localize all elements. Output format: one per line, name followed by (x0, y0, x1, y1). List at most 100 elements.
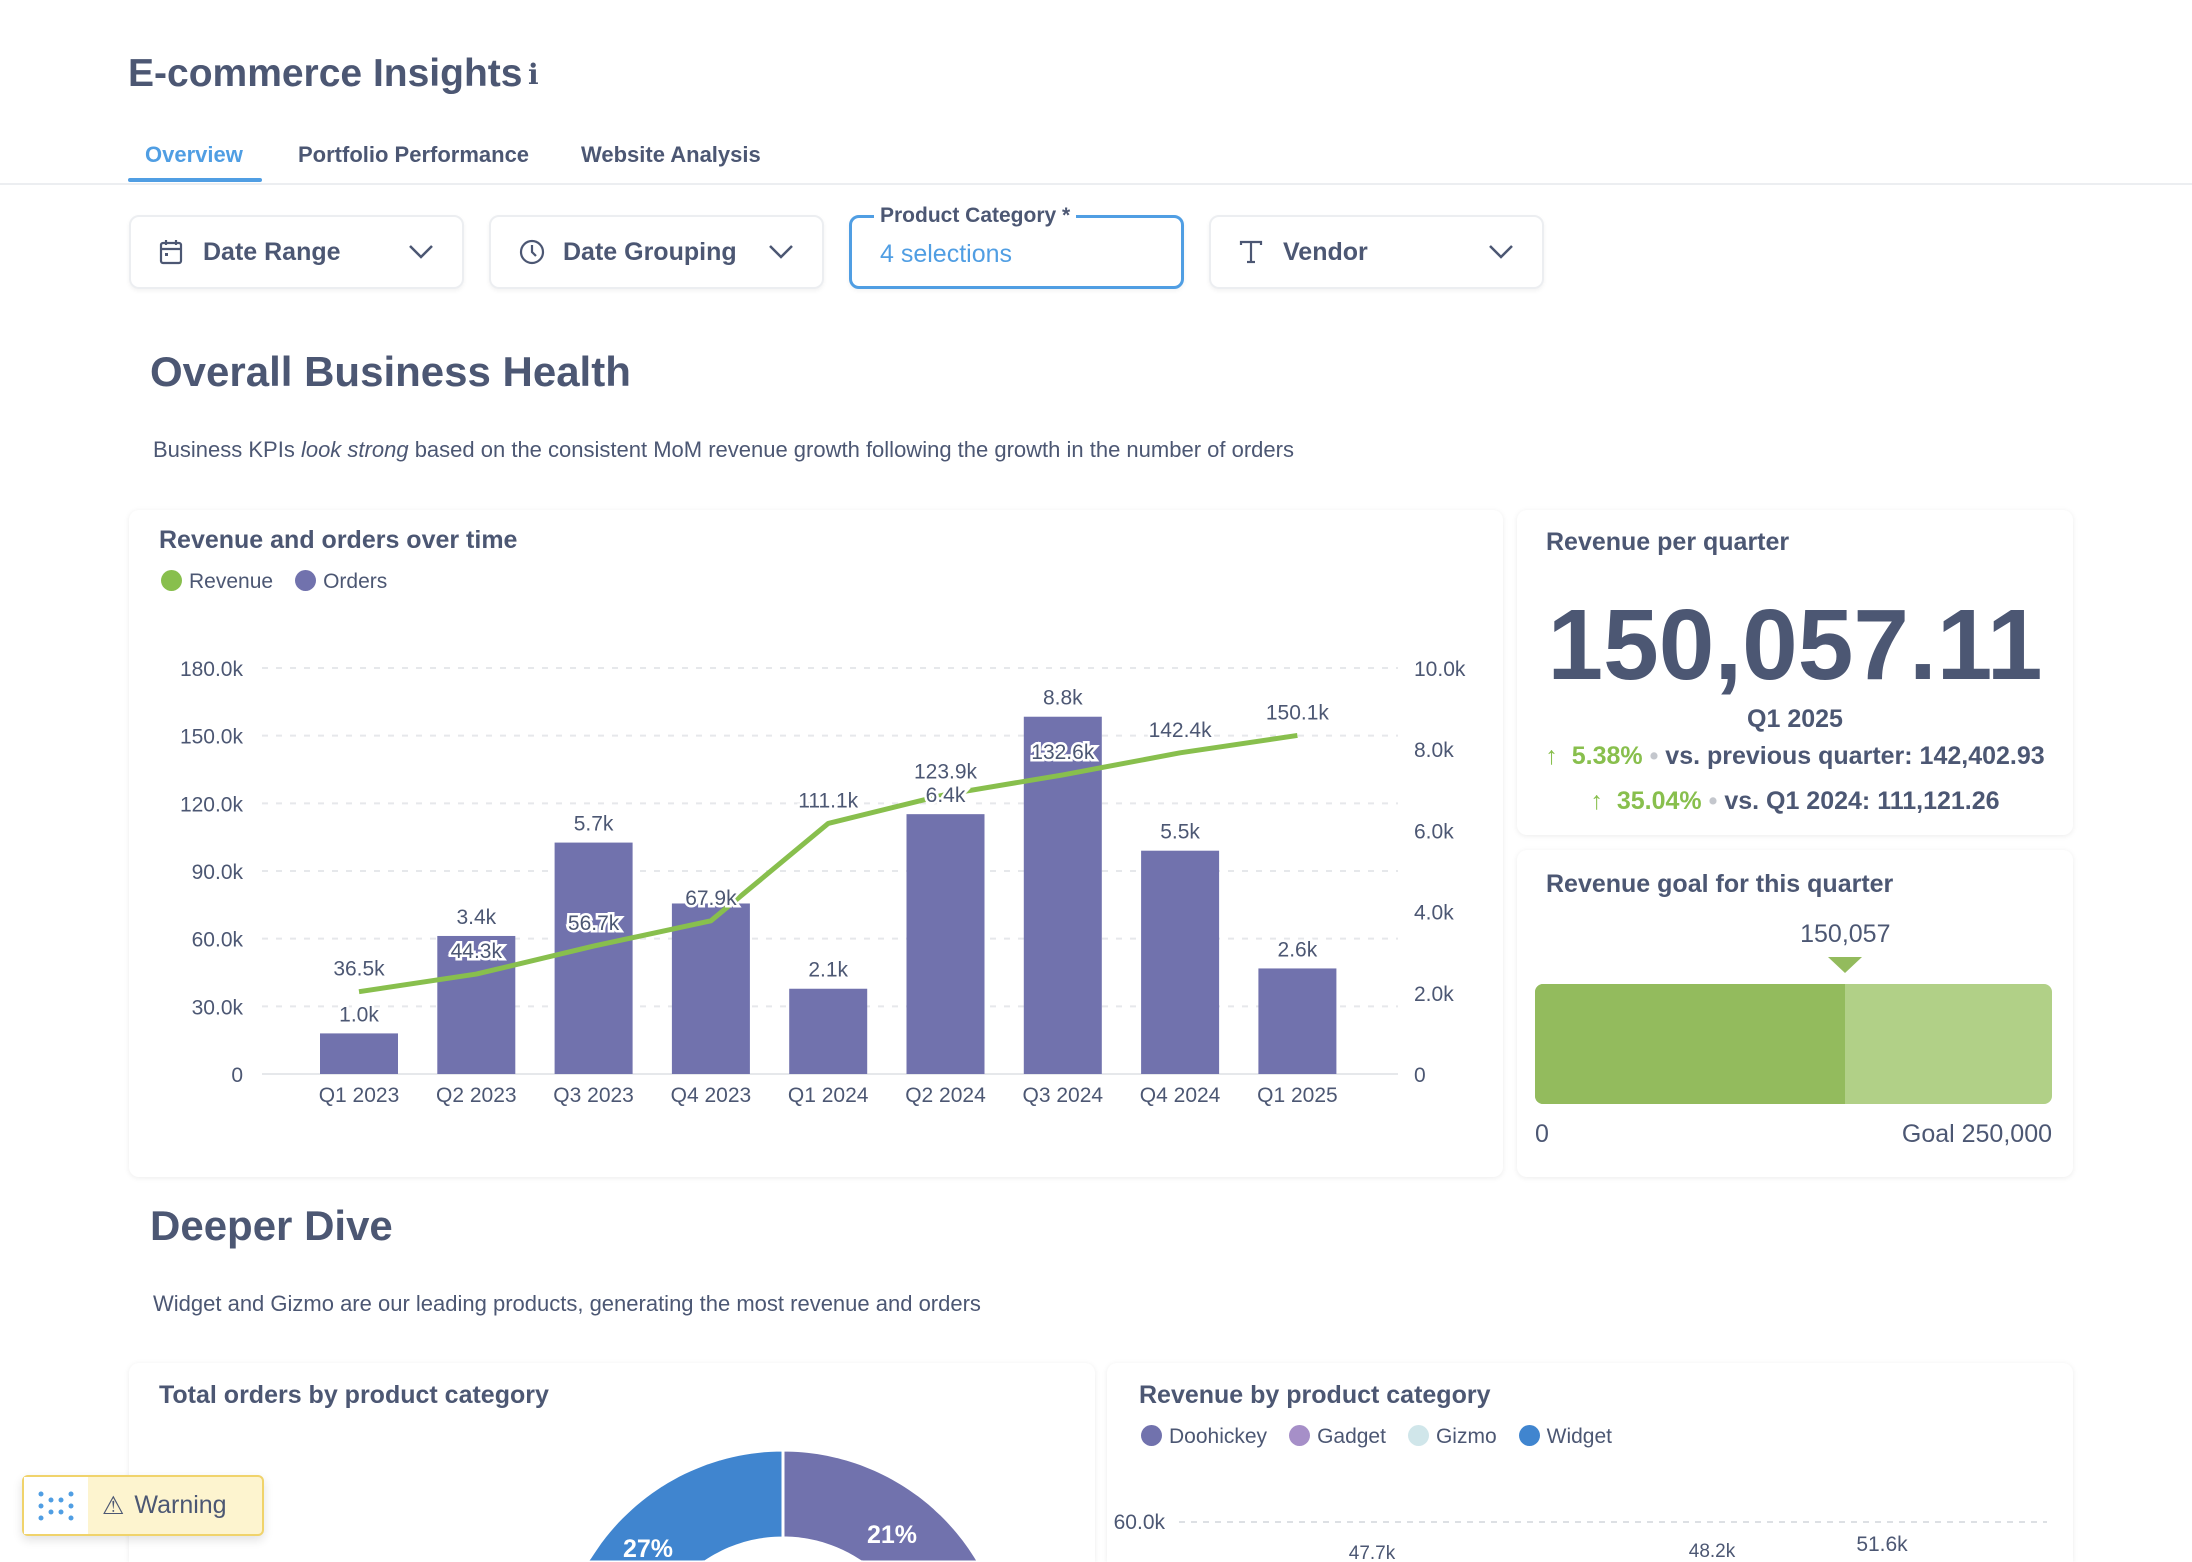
drag-handle-icon[interactable] (24, 1477, 88, 1534)
goal-current-value: 150,057 (1800, 920, 1891, 948)
card-title: Total orders by product category (159, 1381, 549, 1409)
chart-legend: Revenue Orders (161, 570, 387, 594)
right-axis-tick: 8.0k (1414, 739, 1454, 762)
point-label-revenue: 44.3k (451, 940, 503, 963)
bar-label-orders: 5.5k (1160, 821, 1200, 844)
bar-orders (437, 935, 516, 1074)
revenue-by-category-card: Revenue by product category Doohickey Ga… (1107, 1363, 2073, 1562)
goal-min-label: 0 (1535, 1120, 1549, 1148)
bar-label: 51.6k (1856, 1533, 1908, 1556)
warning-toast[interactable]: ⚠ Warning (22, 1475, 264, 1536)
pie-slice-widget[interactable] (556, 1448, 785, 1562)
point-label-revenue: 36.5k (333, 958, 385, 981)
legend-item-gadget[interactable]: Gadget (1289, 1425, 1386, 1449)
product-category-filter[interactable]: Product Category * 4 selections (849, 204, 1184, 289)
bar-label-orders: 2.6k (1278, 938, 1318, 961)
bar-label-orders: 5.7k (574, 813, 614, 836)
left-axis-tick: 0 (231, 1064, 243, 1087)
card-title: Revenue per quarter (1546, 528, 1790, 556)
pie-slice-doohickey[interactable] (781, 1448, 1003, 1562)
goal-progress-fill (1535, 984, 1846, 1104)
left-axis-tick: 30.0k (192, 996, 244, 1019)
warning-icon: ⚠ (102, 1491, 125, 1520)
bar-label-orders: 6.4k (926, 784, 966, 807)
kpi-period: Q1 2025 (1747, 705, 1843, 733)
card-title: Revenue by product category (1139, 1381, 1491, 1409)
bar-orders (671, 903, 750, 1074)
vendor-filter[interactable]: Vendor (1209, 215, 1544, 289)
chevron-down-icon (408, 238, 434, 267)
filter-value: 4 selections (880, 240, 1013, 268)
active-tab-indicator (128, 178, 262, 182)
filter-label: Date Grouping (563, 237, 737, 266)
bar-orders (906, 814, 985, 1074)
kpi-comparison-year: ↑ 35.04% • vs. Q1 2024: 111,121.26 (1590, 787, 2000, 815)
x-axis-tick: Q3 2023 (553, 1084, 634, 1107)
x-axis-tick: Q4 2023 (671, 1084, 752, 1107)
goal-progress-bar (1535, 984, 2052, 1104)
revenue-orders-chart: 0 30.0k 60.0k 90.0k 120.0k 150.0k 180.0k 0 2.0k 4… (180, 658, 1466, 1107)
tab-website-analysis[interactable]: Website Analysis (581, 142, 761, 167)
point-label-revenue: 56.7k (568, 912, 620, 935)
point-label-revenue: 67.9k (685, 887, 737, 910)
text-icon (1239, 240, 1267, 264)
legend-item-doohickey[interactable]: Doohickey (1141, 1425, 1267, 1449)
legend-item-widget[interactable]: Widget (1518, 1425, 1612, 1449)
filter-label: Product Category * (874, 204, 1077, 228)
bar-label: 47.7k (1349, 1543, 1396, 1562)
divider (0, 183, 2192, 185)
legend-item-orders[interactable]: Orders (295, 570, 387, 594)
section-title: Deeper Dive (150, 1202, 393, 1249)
tab-portfolio-performance[interactable]: Portfolio Performance (298, 142, 530, 167)
goal-marker (1828, 957, 1863, 973)
legend-item-revenue[interactable]: Revenue (161, 570, 273, 594)
x-axis-tick: Q1 2024 (788, 1084, 869, 1107)
calendar-icon (159, 239, 187, 265)
x-axis-tick: Q2 2023 (436, 1084, 517, 1107)
goal-card: Revenue goal for this quarter 150,057 0 … (1517, 850, 2073, 1177)
bar-orders (1141, 850, 1220, 1074)
point-label-revenue: 150.1k (1266, 701, 1330, 724)
point-label-revenue: 142.4k (1149, 719, 1213, 742)
left-axis-tick: 60.0k (192, 929, 244, 952)
tab-overview[interactable]: Overview (145, 142, 243, 167)
line-revenue (358, 732, 1298, 995)
bar-orders (789, 988, 868, 1074)
bar-label-orders: 2.1k (808, 959, 848, 982)
info-icon[interactable]: i (528, 58, 539, 91)
left-axis-tick: 150.0k (180, 726, 244, 749)
x-axis-tick: Q2 2024 (905, 1084, 986, 1107)
right-axis-tick: 2.0k (1414, 983, 1454, 1006)
card-title: Revenue goal for this quarter (1546, 870, 1894, 898)
section-description: Business KPIs look strong based on the c… (153, 437, 1294, 462)
left-axis-tick: 90.0k (192, 861, 244, 884)
left-axis-tick: 180.0k (180, 658, 244, 681)
kpi-value: 150,057.11 (1547, 589, 2043, 701)
section-title: Overall Business Health (150, 348, 631, 395)
chevron-down-icon (1488, 238, 1514, 267)
donut-chart: 21% 27% (556, 1448, 1003, 1562)
date-grouping-filter[interactable]: Date Grouping (489, 215, 824, 289)
x-axis-tick: Q4 2024 (1140, 1084, 1221, 1107)
date-range-filter[interactable]: Date Range (129, 215, 464, 289)
point-label-revenue: 123.9k (914, 761, 978, 784)
right-axis-tick: 10.0k (1414, 658, 1466, 681)
bar-label-orders: 8.8k (1043, 687, 1083, 710)
filter-label: Date Range (203, 237, 341, 266)
chart-legend: Doohickey Gadget Gizmo Widget (1141, 1425, 1612, 1449)
filter-label: Vendor (1283, 237, 1368, 266)
orders-by-category-card: Total orders by product category 21% 27% (129, 1363, 1095, 1562)
bar-label-orders: 1.0k (339, 1003, 379, 1026)
x-axis-tick: Q1 2023 (319, 1084, 400, 1107)
dashboard-title: E-commerce Insights (128, 52, 523, 95)
clock-icon (519, 239, 547, 265)
bar-orders (554, 842, 633, 1074)
bar-orders (1258, 968, 1337, 1074)
revenue-bar-chart: 60.0k 47.7k 48.2k 51.6k (1114, 1511, 2047, 1562)
bar-orders (320, 1033, 398, 1074)
legend-item-gizmo[interactable]: Gizmo (1407, 1425, 1497, 1449)
goal-target-label: Goal 250,000 (1901, 1120, 2052, 1148)
left-axis-tick: 120.0k (180, 793, 244, 816)
x-axis-tick: Q3 2024 (1023, 1084, 1104, 1107)
warning-label: Warning (134, 1491, 227, 1519)
